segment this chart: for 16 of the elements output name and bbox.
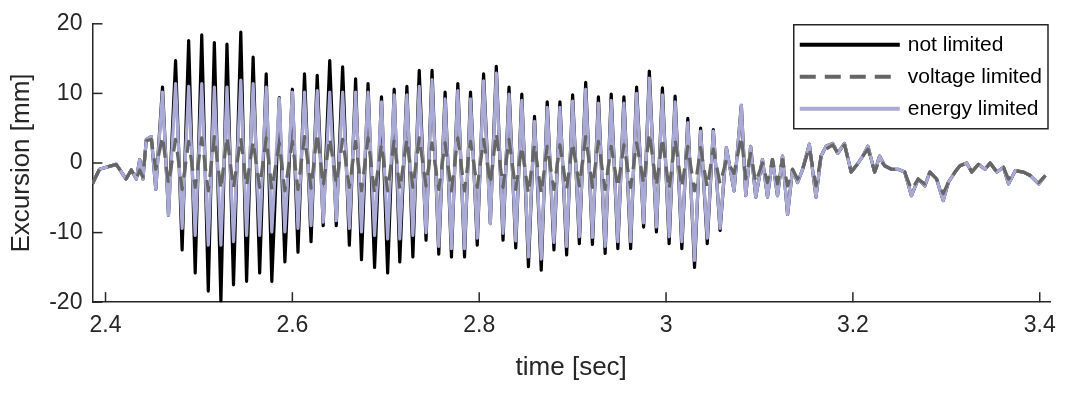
y-tick-label: 10 xyxy=(56,78,83,105)
y-tick-label: 0 xyxy=(69,148,83,175)
x-tick-label: 2.8 xyxy=(463,311,496,338)
legend-label: voltage limited xyxy=(907,63,1042,87)
x-tick-label: 3 xyxy=(659,311,673,338)
y-tick-label: 20 xyxy=(56,9,83,36)
legend-label: energy limited xyxy=(907,95,1039,119)
x-tick-label: 2.4 xyxy=(89,311,122,338)
x-tick-label: 3.2 xyxy=(836,311,869,338)
x-tick-label: 3.4 xyxy=(1023,311,1056,338)
legend-label: not limited xyxy=(907,31,1004,55)
y-tick-label: -20 xyxy=(49,287,83,314)
y-tick-label: -10 xyxy=(49,217,83,244)
y-axis-title: Excursion [mm] xyxy=(4,73,35,253)
x-axis-title: time [sec] xyxy=(515,350,627,381)
x-tick-label: 2.6 xyxy=(276,311,309,338)
